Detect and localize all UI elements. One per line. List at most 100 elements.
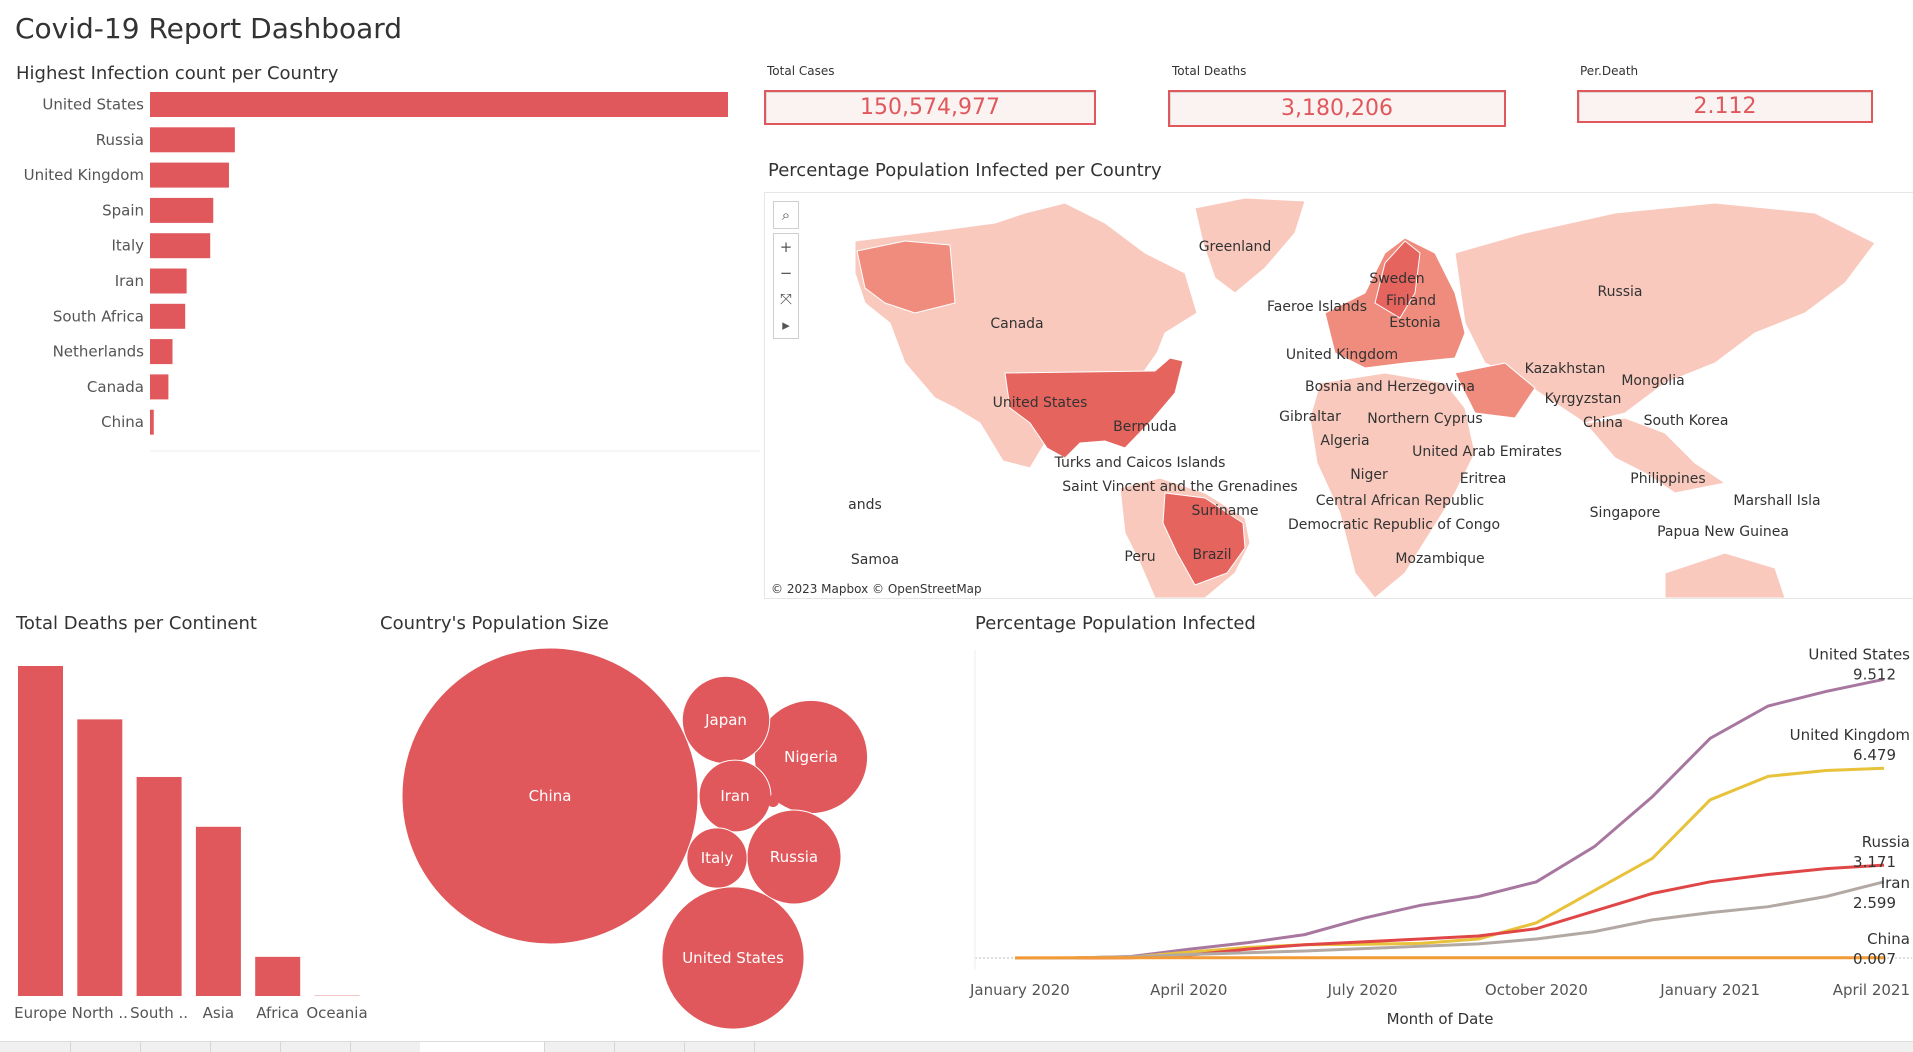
map-country-label: Russia: [1597, 284, 1642, 300]
series-value: 6.479: [1853, 746, 1896, 764]
bar: [150, 92, 728, 117]
map-country-label: Kazakhstan: [1525, 361, 1606, 377]
expand-toolbar-icon[interactable]: ▸: [774, 312, 798, 338]
map-country-label: Canada: [990, 316, 1043, 332]
map-country-label: Kyrgyzstan: [1545, 391, 1622, 407]
infection-bar-chart: United States Russia United Kingdom Spain It…: [0, 88, 760, 458]
series-label: Iran: [1881, 874, 1910, 892]
map-country-label: Saint Vincent and the Grenadines: [1062, 479, 1297, 495]
bar-label: Europe: [14, 1004, 67, 1022]
map-country-label: Bosnia and Herzegovina: [1305, 379, 1475, 395]
map-country-label: Sweden: [1369, 271, 1424, 287]
bar: [150, 163, 229, 188]
bar: [150, 410, 154, 435]
bar: [150, 233, 210, 258]
map-zoom-toolbar: + − ⤧ ▸: [773, 233, 799, 339]
map-country-label: Algeria: [1320, 433, 1369, 449]
bar: [150, 198, 213, 223]
map-country-label: Brazil: [1192, 547, 1231, 563]
bar-label: Asia: [203, 1004, 234, 1022]
bar: [18, 666, 63, 996]
x-axis-label: Month of Date: [1387, 1010, 1494, 1028]
bubble-label: Iran: [720, 787, 749, 805]
bubble-label: Italy: [701, 849, 734, 867]
continent-chart-title: Total Deaths per Continent: [16, 613, 257, 634]
reset-map-icon[interactable]: ⤧: [774, 286, 798, 312]
zoom-out-icon[interactable]: −: [774, 260, 798, 286]
map-attribution: © 2023 Mapbox © OpenStreetMap: [771, 582, 982, 596]
map-country-label: United States: [993, 395, 1088, 411]
map-country-label: Northern Cyprus: [1367, 411, 1482, 427]
infection-chart-title: Highest Infection count per Country: [16, 63, 338, 84]
trend-chart-title: Percentage Population Infected: [975, 613, 1256, 634]
bubble-label: Russia: [770, 848, 818, 866]
bar-label: United States: [42, 96, 144, 114]
map-country-label: Peru: [1124, 549, 1155, 565]
bar: [150, 269, 187, 294]
map-country-label: Samoa: [851, 552, 899, 568]
zoom-in-icon[interactable]: +: [774, 234, 798, 260]
map-country-label: Mozambique: [1395, 551, 1484, 567]
bar: [137, 777, 182, 996]
population-chart-title: Country's Population Size: [380, 613, 609, 634]
bar-label: South ..: [130, 1004, 188, 1022]
map-country-label: Estonia: [1389, 315, 1441, 331]
bar-label: China: [101, 413, 144, 431]
kpi-label-per-death: Per.Death: [1580, 64, 1638, 78]
series-line: [1015, 679, 1884, 958]
bar-label: Italy: [111, 237, 144, 255]
bar-label: Iran: [115, 272, 144, 290]
map-country-label: United Arab Emirates: [1412, 444, 1562, 460]
map-country-label: Papua New Guinea: [1657, 524, 1789, 540]
map-country-label: Faeroe Islands: [1267, 299, 1367, 315]
kpi-per-death[interactable]: 2.112: [1577, 90, 1873, 123]
kpi-total-deaths[interactable]: 3,180,206: [1168, 90, 1506, 127]
kpi-label-total-cases: Total Cases: [767, 64, 834, 78]
series-line: [1015, 882, 1884, 958]
bubble-label: China: [529, 787, 572, 805]
map-country-label: Philippines: [1630, 471, 1705, 487]
bar-label: South Africa: [53, 307, 144, 325]
bar-label: Canada: [87, 378, 144, 396]
series-label: Russia: [1862, 833, 1910, 851]
bar: [150, 127, 235, 152]
bar-label: Russia: [96, 131, 144, 149]
map-country-label: Marshall Isla: [1733, 493, 1820, 509]
series-label: United States: [1808, 645, 1910, 663]
page-title: Covid-19 Report Dashboard: [15, 12, 402, 45]
bar: [150, 374, 168, 399]
map-title: Percentage Population Infected per Count…: [768, 160, 1162, 181]
series-value: 2.599: [1853, 894, 1896, 912]
map-search-toolbar: ⌕: [773, 201, 799, 229]
map-country-label: China: [1583, 415, 1623, 431]
kpi-label-total-deaths: Total Deaths: [1172, 64, 1246, 78]
bar-label: United Kingdom: [24, 166, 144, 184]
sheet-tab-strip: [0, 1041, 1913, 1052]
map-country-label: Niger: [1350, 467, 1388, 483]
map-country-label: Suriname: [1191, 503, 1258, 519]
search-icon[interactable]: ⌕: [774, 202, 798, 228]
x-tick-label: April 2021: [1833, 981, 1910, 999]
series-label: United Kingdom: [1790, 726, 1910, 744]
bar: [77, 719, 122, 996]
kpi-total-cases[interactable]: 150,574,977: [764, 90, 1096, 125]
bar: [150, 304, 185, 329]
bar: [196, 827, 241, 996]
x-tick-label: January 2021: [1659, 981, 1760, 999]
map-country-label: Turks and Caicos Islands: [1054, 455, 1226, 471]
map-country-label: Democratic Republic of Congo: [1288, 517, 1500, 533]
bubble: [767, 795, 779, 807]
x-tick-label: April 2020: [1150, 981, 1227, 999]
series-label: China: [1867, 930, 1910, 948]
bar-label: Spain: [102, 201, 144, 219]
x-tick-label: July 2020: [1327, 981, 1398, 999]
map-country-label: ands: [848, 497, 882, 513]
bar-label: Netherlands: [53, 343, 145, 361]
x-tick-label: January 2020: [969, 981, 1070, 999]
map-country-label: Mongolia: [1621, 373, 1684, 389]
